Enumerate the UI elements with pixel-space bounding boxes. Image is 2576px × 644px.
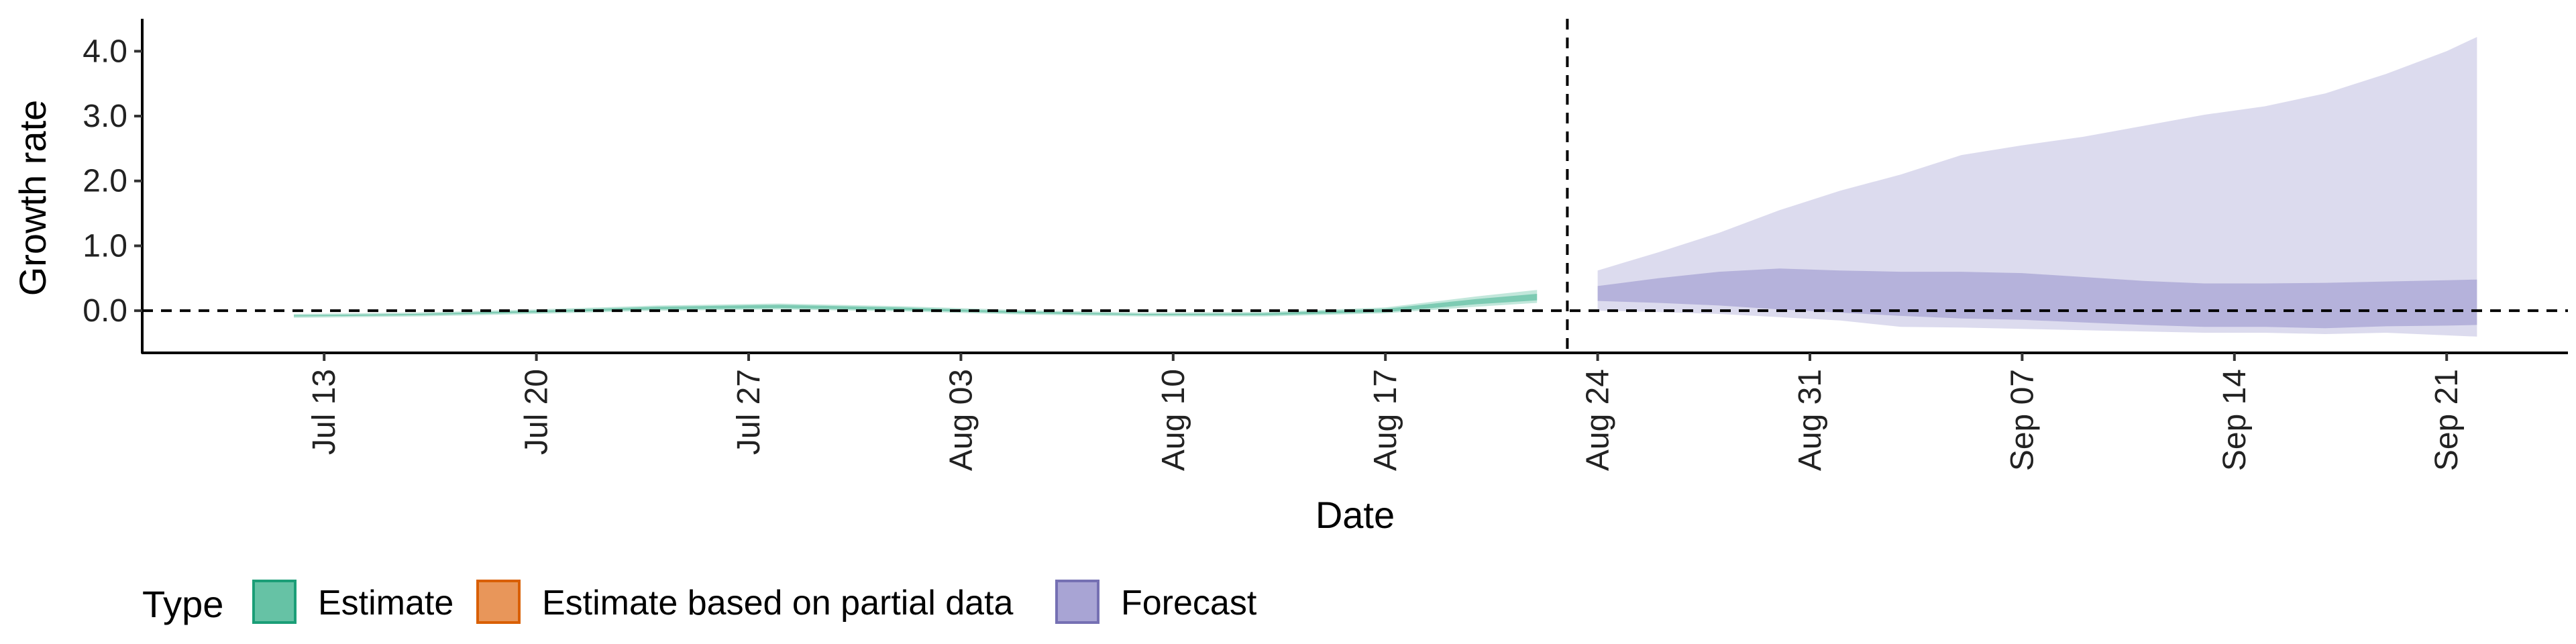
x-axis-ticks: Jul 13 Jul 20 Jul 27 Aug 03 Aug 10 Aug 17 Aug …: [307, 353, 2465, 471]
x-tick-label: Aug 17: [1368, 369, 1403, 471]
legend-label: Estimate based on partial data: [542, 584, 1014, 623]
legend: Type Estimate Estimate based on partial d…: [142, 580, 1257, 625]
legend-key-forecast: [1055, 580, 1099, 624]
x-tick-label: Aug 10: [1156, 369, 1191, 471]
y-tick-label: 2.0: [83, 164, 127, 199]
x-tick-label: Aug 24: [1580, 369, 1616, 471]
estimate-inner-band: [294, 294, 1538, 317]
legend-label: Forecast: [1121, 584, 1257, 623]
x-axis-title: Date: [1316, 494, 1395, 536]
x-tick-label: Jul 13: [307, 369, 342, 455]
legend-label: Estimate: [318, 584, 453, 623]
y-tick-label: 0.0: [83, 293, 127, 329]
forecast-inner-band: [1597, 268, 2477, 329]
y-tick-label: 1.0: [83, 228, 127, 264]
y-tick-label: 3.0: [83, 99, 127, 134]
reference-lines: [142, 19, 2568, 353]
legend-title: Type: [142, 583, 223, 625]
x-tick-label: Aug 31: [1792, 369, 1828, 471]
legend-key-estimate: [252, 580, 297, 624]
forecast-outer-band: [1597, 37, 2477, 337]
x-tick-label: Aug 03: [943, 369, 979, 471]
x-tick-label: Jul 20: [519, 369, 555, 455]
legend-items: Estimate Estimate based on partial data Fo…: [252, 580, 1257, 624]
plot-bands: [294, 37, 2477, 337]
y-axis-ticks: 0.0 1.0 2.0 3.0 4.0: [83, 34, 142, 329]
axes: [141, 19, 2568, 354]
y-tick-label: 4.0: [83, 34, 127, 69]
x-tick-label: Sep 07: [2004, 369, 2040, 471]
x-tick-label: Jul 27: [731, 369, 767, 455]
y-axis-title: Growth rate: [11, 100, 54, 297]
estimate-outer-band: [294, 290, 1538, 318]
x-tick-label: Sep 21: [2429, 369, 2465, 471]
legend-key-estimate-based-on-partial-data: [476, 580, 521, 624]
x-tick-label: Sep 14: [2217, 369, 2253, 471]
